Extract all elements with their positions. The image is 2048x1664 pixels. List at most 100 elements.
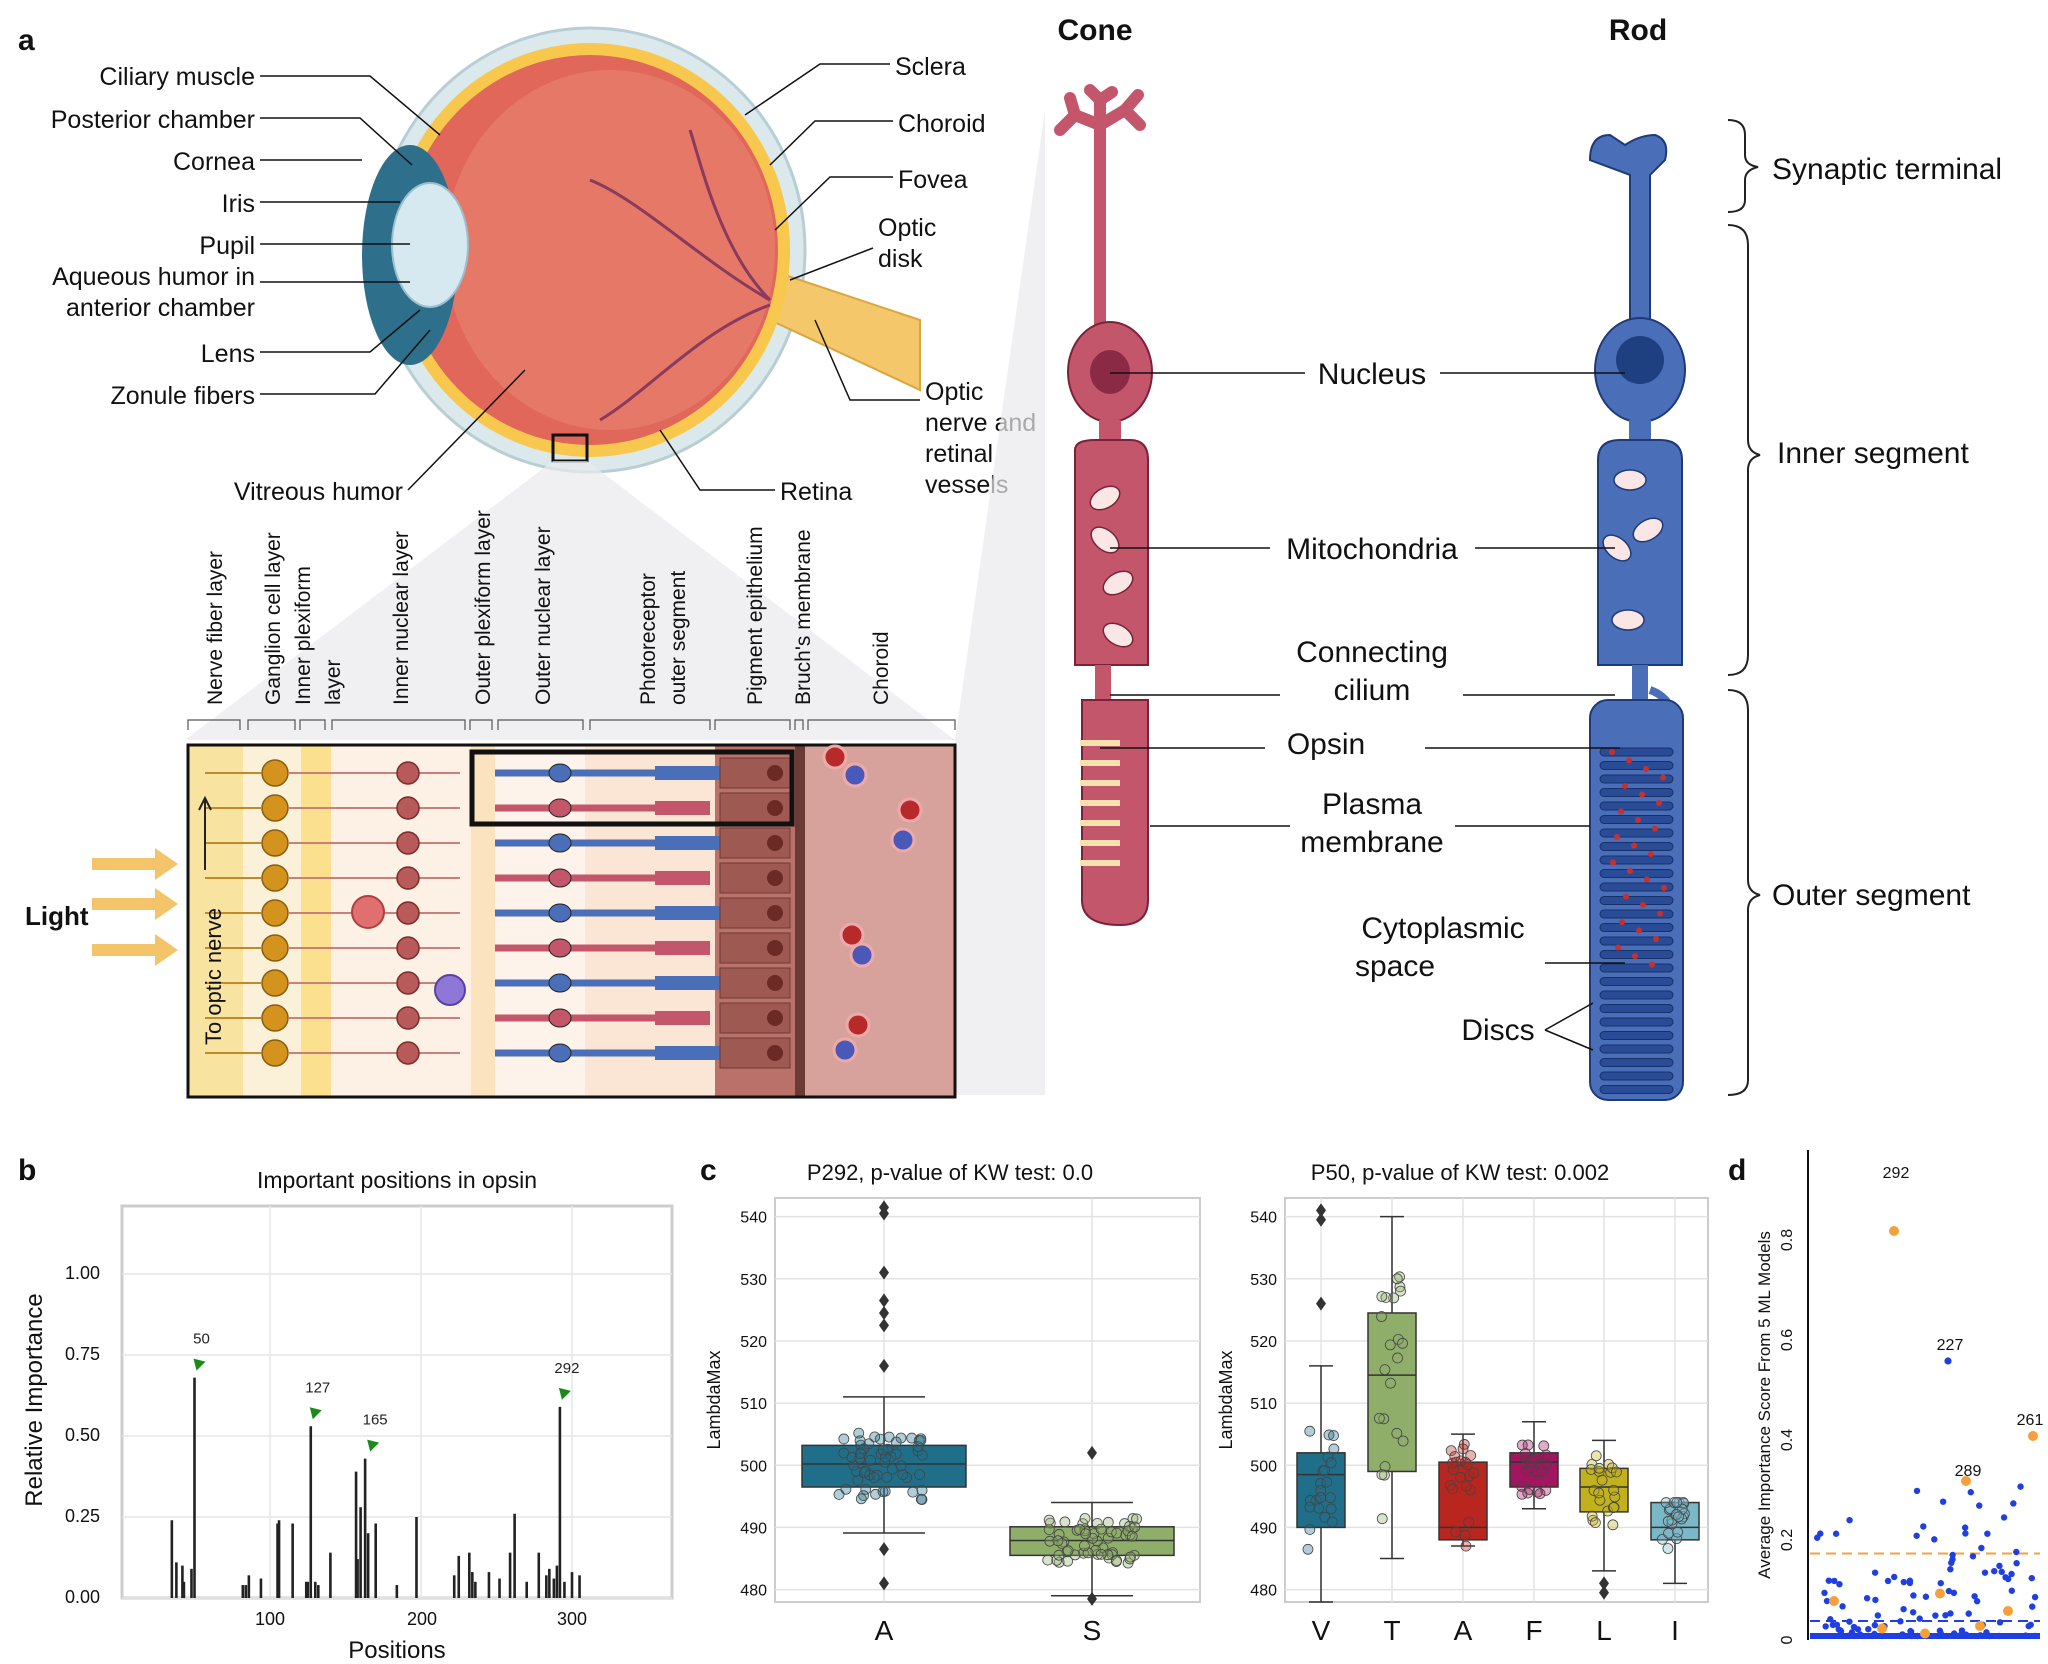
cone-cell xyxy=(1054,84,1153,927)
rod-disc xyxy=(1599,855,1674,865)
chart-d-blue-dot xyxy=(1891,1573,1898,1581)
opsin-dot xyxy=(1640,902,1646,908)
chart-c2-strip-point xyxy=(1313,1502,1324,1514)
chart-c1-strip-point xyxy=(1043,1524,1055,1536)
pigment-nucleus xyxy=(767,835,783,851)
cone-outer-segment xyxy=(655,941,710,955)
label-choroid: Choroid xyxy=(898,110,986,138)
chart-c1-yticks: 480 490 500 510 520 530 540 xyxy=(740,1210,767,1600)
chart-c2-flier xyxy=(1599,1585,1609,1600)
layer-outer-nuclear: Outer nuclear layer xyxy=(532,526,555,705)
opsin-dot xyxy=(1615,944,1621,951)
chart-d-blue-dot xyxy=(1913,1487,1921,1495)
chart-c1-flier xyxy=(879,1542,889,1557)
chart-d-blue-dot xyxy=(1950,1630,1958,1637)
layer-bruch: Bruch's membrane xyxy=(792,529,815,705)
chart-c2-strip-point xyxy=(1589,1517,1601,1529)
chart-c1-flier xyxy=(1087,1445,1097,1460)
chart-c2-strip-point xyxy=(1671,1497,1683,1508)
chart-c1-strip-point xyxy=(1129,1521,1141,1533)
rod-disc xyxy=(1599,788,1674,797)
amacrine-cell xyxy=(434,974,466,1006)
rod-disc xyxy=(1599,896,1674,905)
chart-c1-strip-point xyxy=(852,1474,864,1486)
label-pupil: Pupil xyxy=(199,232,255,260)
band-choroid xyxy=(805,745,955,1097)
chart-d-blue-dot xyxy=(1973,1598,1981,1605)
to-optic-nerve-label: To optic nerve xyxy=(201,908,226,1045)
chart-d-blue-dot xyxy=(1827,1616,1834,1623)
chart-d-blue-dot xyxy=(1937,1579,1944,1587)
chart-d-ylabel: Average Importance Score From 5 ML Model… xyxy=(1755,1231,1774,1579)
chart-d-blue-dot xyxy=(1961,1524,1969,1531)
chart-d-orange-dot xyxy=(1889,1226,1899,1236)
blood-cell xyxy=(849,942,875,968)
opsin-dot xyxy=(1626,757,1632,764)
chart-c1-strip-point xyxy=(877,1486,889,1498)
chart-d-blue-dot xyxy=(2022,1632,2029,1639)
chart-b-title: Important positions in opsin xyxy=(257,1167,537,1193)
chart-c1-strip-point xyxy=(860,1483,872,1495)
blood-cell xyxy=(839,922,865,948)
chart-c1-flier xyxy=(879,1305,889,1320)
chart-c1-strip-point xyxy=(1044,1535,1056,1547)
chart-d-blue-dot xyxy=(1913,1532,1920,1539)
chart-c2-strip-point xyxy=(1608,1501,1620,1513)
chart-c2-ytick-520: 520 xyxy=(1250,1334,1277,1351)
chart-c2-strip-point xyxy=(1391,1427,1403,1439)
chart-c2-xtick-T: T xyxy=(1383,1615,1400,1646)
chart-c2-strip-point xyxy=(1516,1439,1528,1451)
rod-disc xyxy=(1599,963,1674,973)
chart-c2-strip-point xyxy=(1391,1273,1403,1285)
cone-receptor-nucleus xyxy=(548,868,572,888)
chart-d-blue-dot xyxy=(1831,1577,1838,1585)
chart-c2-strip-point xyxy=(1608,1484,1620,1496)
chart-b-ytick-3: 0.75 xyxy=(65,1344,100,1364)
chart-c2-strip-point xyxy=(1384,1339,1396,1351)
chart-c1-strip-point xyxy=(1080,1528,1092,1540)
chart-c1-strip-point xyxy=(859,1467,870,1478)
chart-c2-strip-point xyxy=(1455,1471,1466,1483)
chart-d-blue-dot xyxy=(1837,1627,1844,1634)
label-mitochondria: Mitochondria xyxy=(1286,533,1458,566)
chart-d-blue-dot xyxy=(1977,1632,1984,1639)
opsin-dot xyxy=(1627,868,1633,874)
chart-c1-xtick-A: A xyxy=(875,1615,894,1646)
chart-d-blue-dot xyxy=(2008,1570,2015,1578)
chart-c2-strip-point xyxy=(1322,1451,1334,1463)
ganglion-cell xyxy=(261,759,289,787)
chart-c1-strip-point xyxy=(855,1493,867,1505)
chart-d-blue-dot xyxy=(1874,1612,1882,1619)
label-disk: disk xyxy=(878,245,923,273)
bipolar-cell xyxy=(396,1006,420,1030)
chart-c2-title: P50, p-value of KW test: 0.002 xyxy=(1311,1160,1609,1185)
horizontal-cell xyxy=(351,895,385,929)
chart-c1-strip-point xyxy=(1042,1554,1054,1566)
opsin-dot xyxy=(1618,808,1624,815)
rod-disc xyxy=(1599,1071,1674,1081)
chart-b-marker-label: 292 xyxy=(554,1360,579,1377)
rod-receptor-nucleus xyxy=(548,833,572,853)
chart-d-orange-dot xyxy=(1961,1476,1971,1486)
chart-c2-boxes xyxy=(1296,1203,1700,1603)
chart-c1-ytick-490: 490 xyxy=(740,1520,767,1537)
chart-b-marker xyxy=(193,1358,206,1371)
opsin-dot xyxy=(1648,851,1654,857)
rod-disc xyxy=(1599,801,1674,811)
chart-c2-strip-point xyxy=(1321,1476,1333,1488)
chart-d-blue-dot xyxy=(1949,1551,1956,1559)
chart-d-blue-dot xyxy=(1850,1623,1858,1631)
rod-disc xyxy=(1599,747,1674,757)
label-discs: Discs xyxy=(1461,1014,1534,1047)
chart-d-blue-dot xyxy=(2031,1632,2039,1640)
panel-b: b Important positions in opsin 50 127 165 2… xyxy=(18,1154,674,1664)
chart-b-xtick-0: 100 xyxy=(255,1609,285,1629)
cone-receptor-nucleus xyxy=(548,1008,572,1028)
label-optic-nerve-3: retinal xyxy=(925,440,993,468)
chart-d-blue-dot xyxy=(1981,1569,1989,1576)
ganglion-cell xyxy=(261,934,289,962)
chart-d-blue-dot xyxy=(1948,1559,1955,1567)
chart-d-blue-dot xyxy=(1848,1629,1856,1636)
rod-cell xyxy=(1588,133,1686,1101)
